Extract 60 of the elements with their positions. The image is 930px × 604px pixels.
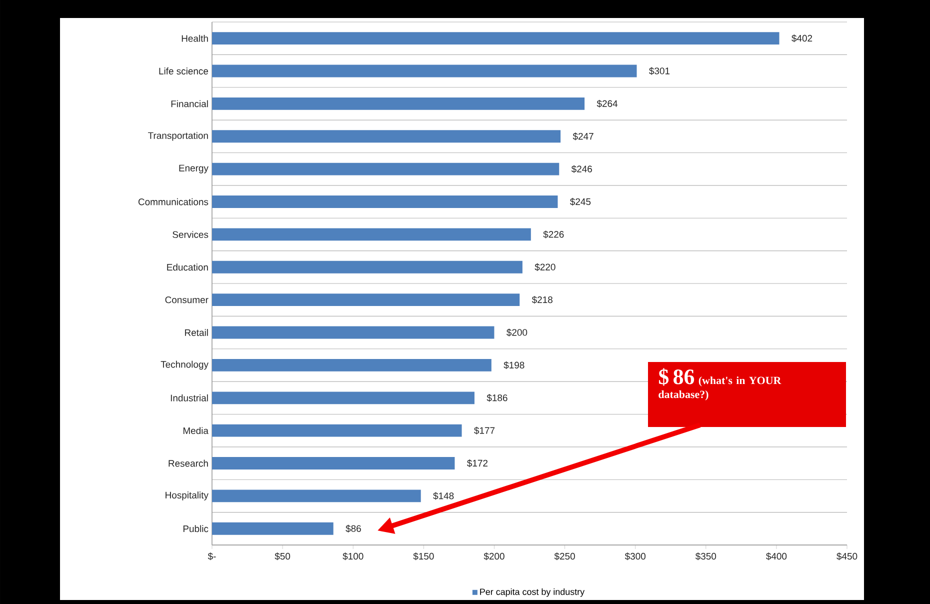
x-tick-label: $450 (836, 552, 858, 560)
bar (212, 98, 585, 110)
x-tick-label: $250 (554, 552, 575, 560)
bar (212, 326, 494, 339)
text: $301 (649, 67, 670, 75)
x-tick-label: $100 (342, 552, 364, 560)
text: $220 (534, 263, 556, 271)
text: $198 (504, 361, 524, 370)
y-tick-label: Media (183, 427, 208, 434)
x-tick-label: $400 (766, 552, 787, 560)
bar (212, 392, 474, 404)
bar (212, 196, 558, 208)
text: $226 (543, 230, 564, 238)
y-tick-label: Consumer (165, 296, 208, 304)
y-tick-label: Retail (185, 329, 208, 336)
text: $264 (596, 100, 618, 108)
y-tick-label: Hospitality (166, 492, 208, 500)
bar (212, 457, 455, 470)
text: $148 (433, 492, 454, 500)
bar (212, 162, 560, 176)
bar (212, 522, 334, 535)
x-tick-label: $150 (413, 552, 434, 560)
y-tick-label: Health (182, 34, 208, 42)
bar (212, 130, 561, 143)
y-tick-label: Services (172, 230, 208, 238)
legend-label: Per capita cost by industry (480, 588, 585, 597)
text: $246 (571, 165, 592, 173)
bar (212, 490, 421, 502)
y-tick-label: Communications (138, 198, 208, 206)
x-tick-label: $300 (624, 552, 646, 560)
bar (212, 260, 522, 274)
y-tick-label: Research (168, 460, 208, 467)
bar (212, 294, 520, 306)
y-tick-label: Industrial (170, 394, 208, 402)
y-tick-label: Financial (171, 100, 208, 108)
text: $186 (486, 394, 508, 402)
y-tick-label: Public (183, 525, 208, 532)
text: $247 (572, 132, 594, 140)
text: $172 (467, 459, 488, 468)
y-tick-label: Energy (179, 164, 208, 174)
bar (212, 32, 780, 45)
bar (212, 359, 492, 372)
text: $245 (570, 198, 591, 206)
text: $402 (792, 34, 812, 42)
annotation: $ 86 (658, 368, 694, 386)
x-tick-label: $350 (695, 552, 716, 560)
bar (212, 64, 637, 78)
y-tick-label: Transportation (148, 132, 208, 141)
bar (212, 424, 462, 437)
x-tick-label: $- (208, 552, 216, 560)
y-tick-label: Technology (160, 360, 208, 370)
x-tick-label: $50 (274, 552, 290, 560)
y-tick-label: Life science (159, 68, 208, 74)
bar (212, 228, 531, 241)
y-tick-label: Education (167, 264, 208, 271)
text: $218 (532, 296, 552, 304)
text: $200 (506, 328, 528, 336)
text: $86 (346, 524, 361, 532)
text: $177 (474, 426, 495, 434)
x-tick-label: $200 (484, 552, 504, 560)
